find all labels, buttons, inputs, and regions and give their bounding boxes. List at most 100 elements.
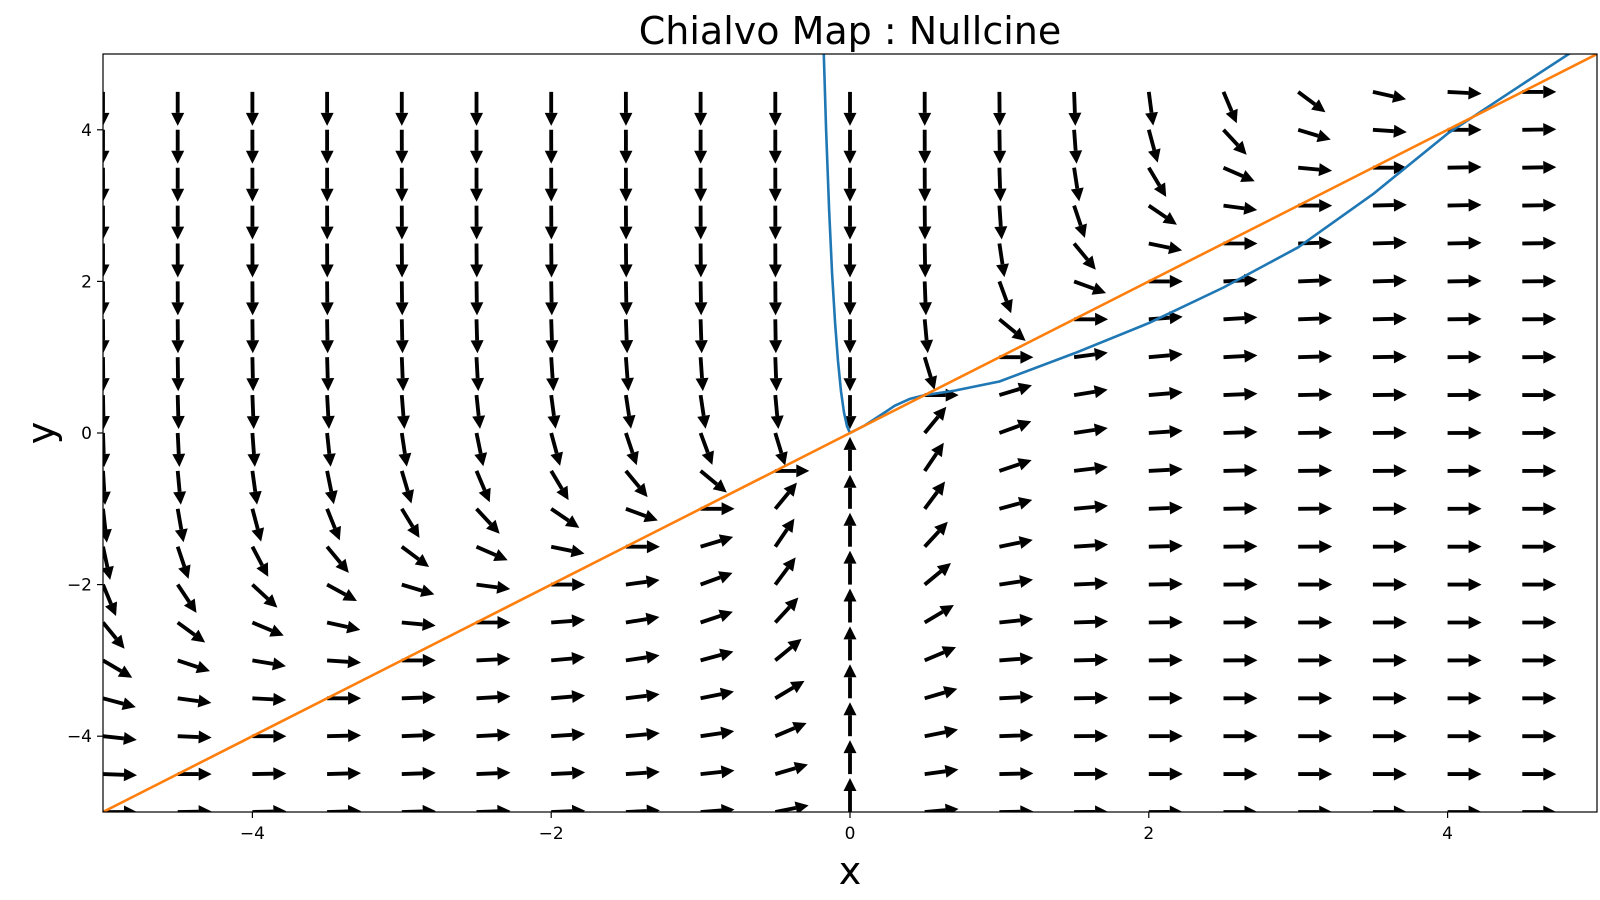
nullcline-lines xyxy=(103,54,1597,812)
arrow-shaft xyxy=(998,423,1020,435)
vector-arrow xyxy=(1372,350,1407,364)
arrow-head xyxy=(320,112,334,126)
arrow-head xyxy=(273,805,287,812)
arrow-head xyxy=(348,691,362,705)
arrow-head xyxy=(1244,425,1258,439)
vector-arrow xyxy=(544,167,558,202)
arrow-shaft xyxy=(773,491,791,511)
vector-arrow xyxy=(694,91,708,126)
arrow-head xyxy=(1244,539,1258,553)
arrow-head xyxy=(843,188,857,202)
vector-arrow xyxy=(700,803,735,812)
arrow-shaft xyxy=(175,546,187,568)
vector-arrow xyxy=(625,689,660,703)
arrow-head xyxy=(1468,767,1482,781)
vector-arrow xyxy=(924,686,958,701)
vector-arrow xyxy=(171,205,185,240)
vector-arrow xyxy=(700,648,734,663)
vector-arrow xyxy=(694,243,708,278)
arrow-shaft xyxy=(998,317,1017,335)
arrow-head xyxy=(198,805,212,812)
arrow-head xyxy=(792,722,807,735)
arrow-head xyxy=(1468,729,1482,743)
arrow-head xyxy=(1468,123,1482,137)
arrow-head xyxy=(321,377,335,392)
vector-arrow xyxy=(476,652,511,666)
arrow-head xyxy=(571,804,586,812)
arrow-head xyxy=(931,442,944,458)
vector-arrow xyxy=(321,357,335,392)
arrow-head xyxy=(1393,767,1407,781)
arrow-head xyxy=(347,804,362,812)
vector-arrow xyxy=(321,394,335,430)
arrow-head xyxy=(1468,653,1482,667)
vector-arrow xyxy=(1372,388,1407,402)
vector-arrow xyxy=(1069,129,1083,164)
vector-arrow xyxy=(1522,540,1557,554)
vector-arrow xyxy=(774,761,808,776)
vector-arrow xyxy=(700,502,735,516)
vector-arrow xyxy=(1522,350,1557,364)
arrow-head xyxy=(619,302,633,316)
arrow-head xyxy=(1169,691,1183,705)
y-axis-label: y xyxy=(19,422,63,445)
vector-arrow xyxy=(1223,201,1258,215)
vector-arrow xyxy=(1447,274,1482,288)
y-tick-label: 2 xyxy=(81,272,92,292)
vector-arrow xyxy=(843,588,857,623)
arrow-head xyxy=(646,540,660,554)
vector-arrow xyxy=(476,766,511,780)
arrow-shaft xyxy=(176,583,191,604)
vector-arrow xyxy=(247,432,261,467)
arrow-head xyxy=(1543,502,1557,516)
arrow-head xyxy=(251,527,265,542)
vector-arrow xyxy=(700,726,735,740)
arrow-shaft xyxy=(699,614,722,625)
arrow-head xyxy=(694,340,708,354)
arrow-head xyxy=(1543,274,1557,288)
arrow-head xyxy=(1020,350,1034,364)
vector-arrow xyxy=(1522,274,1557,288)
arrow-head xyxy=(646,766,660,780)
vector-arrow xyxy=(843,243,857,278)
arrow-head xyxy=(794,801,809,812)
vector-arrow xyxy=(999,728,1034,742)
vector-arrow xyxy=(843,281,857,316)
arrow-head xyxy=(843,340,857,354)
arrow-head xyxy=(1468,160,1482,174)
arrow-head xyxy=(1020,805,1034,812)
vector-arrow xyxy=(320,91,334,126)
vector-arrow xyxy=(547,394,561,429)
arrow-head xyxy=(645,650,660,664)
arrow-shaft xyxy=(250,395,256,417)
vector-arrow xyxy=(1522,767,1557,781)
arrow-shaft xyxy=(1148,429,1170,435)
arrow-head xyxy=(843,512,857,526)
arrow-head xyxy=(1082,255,1096,270)
arrow-head xyxy=(1168,241,1183,255)
vector-arrow xyxy=(103,621,125,649)
arrow-shaft xyxy=(1223,430,1245,435)
vector-arrow xyxy=(697,394,711,429)
vector-arrow xyxy=(1522,426,1557,440)
vector-arrow xyxy=(993,91,1007,126)
vector-arrow xyxy=(470,167,484,202)
vector-arrow xyxy=(999,690,1034,704)
vector-arrow xyxy=(1147,204,1177,225)
vector-arrow xyxy=(620,319,634,354)
vector-arrow xyxy=(401,582,435,597)
arrow-head xyxy=(105,601,118,617)
arrow-head xyxy=(407,523,420,538)
arrow-head xyxy=(1543,540,1557,554)
arrow-shaft xyxy=(1148,544,1170,549)
arrow-head xyxy=(396,377,410,392)
arrow-head xyxy=(247,453,261,467)
vector-arrow xyxy=(471,357,485,392)
arrow-head xyxy=(111,634,125,649)
vector-arrow xyxy=(923,563,951,587)
arrow-head xyxy=(273,729,287,743)
vector-arrow xyxy=(1298,350,1333,364)
arrow-head xyxy=(324,490,338,505)
arrow-head xyxy=(1543,236,1557,250)
arrow-head xyxy=(920,339,934,354)
